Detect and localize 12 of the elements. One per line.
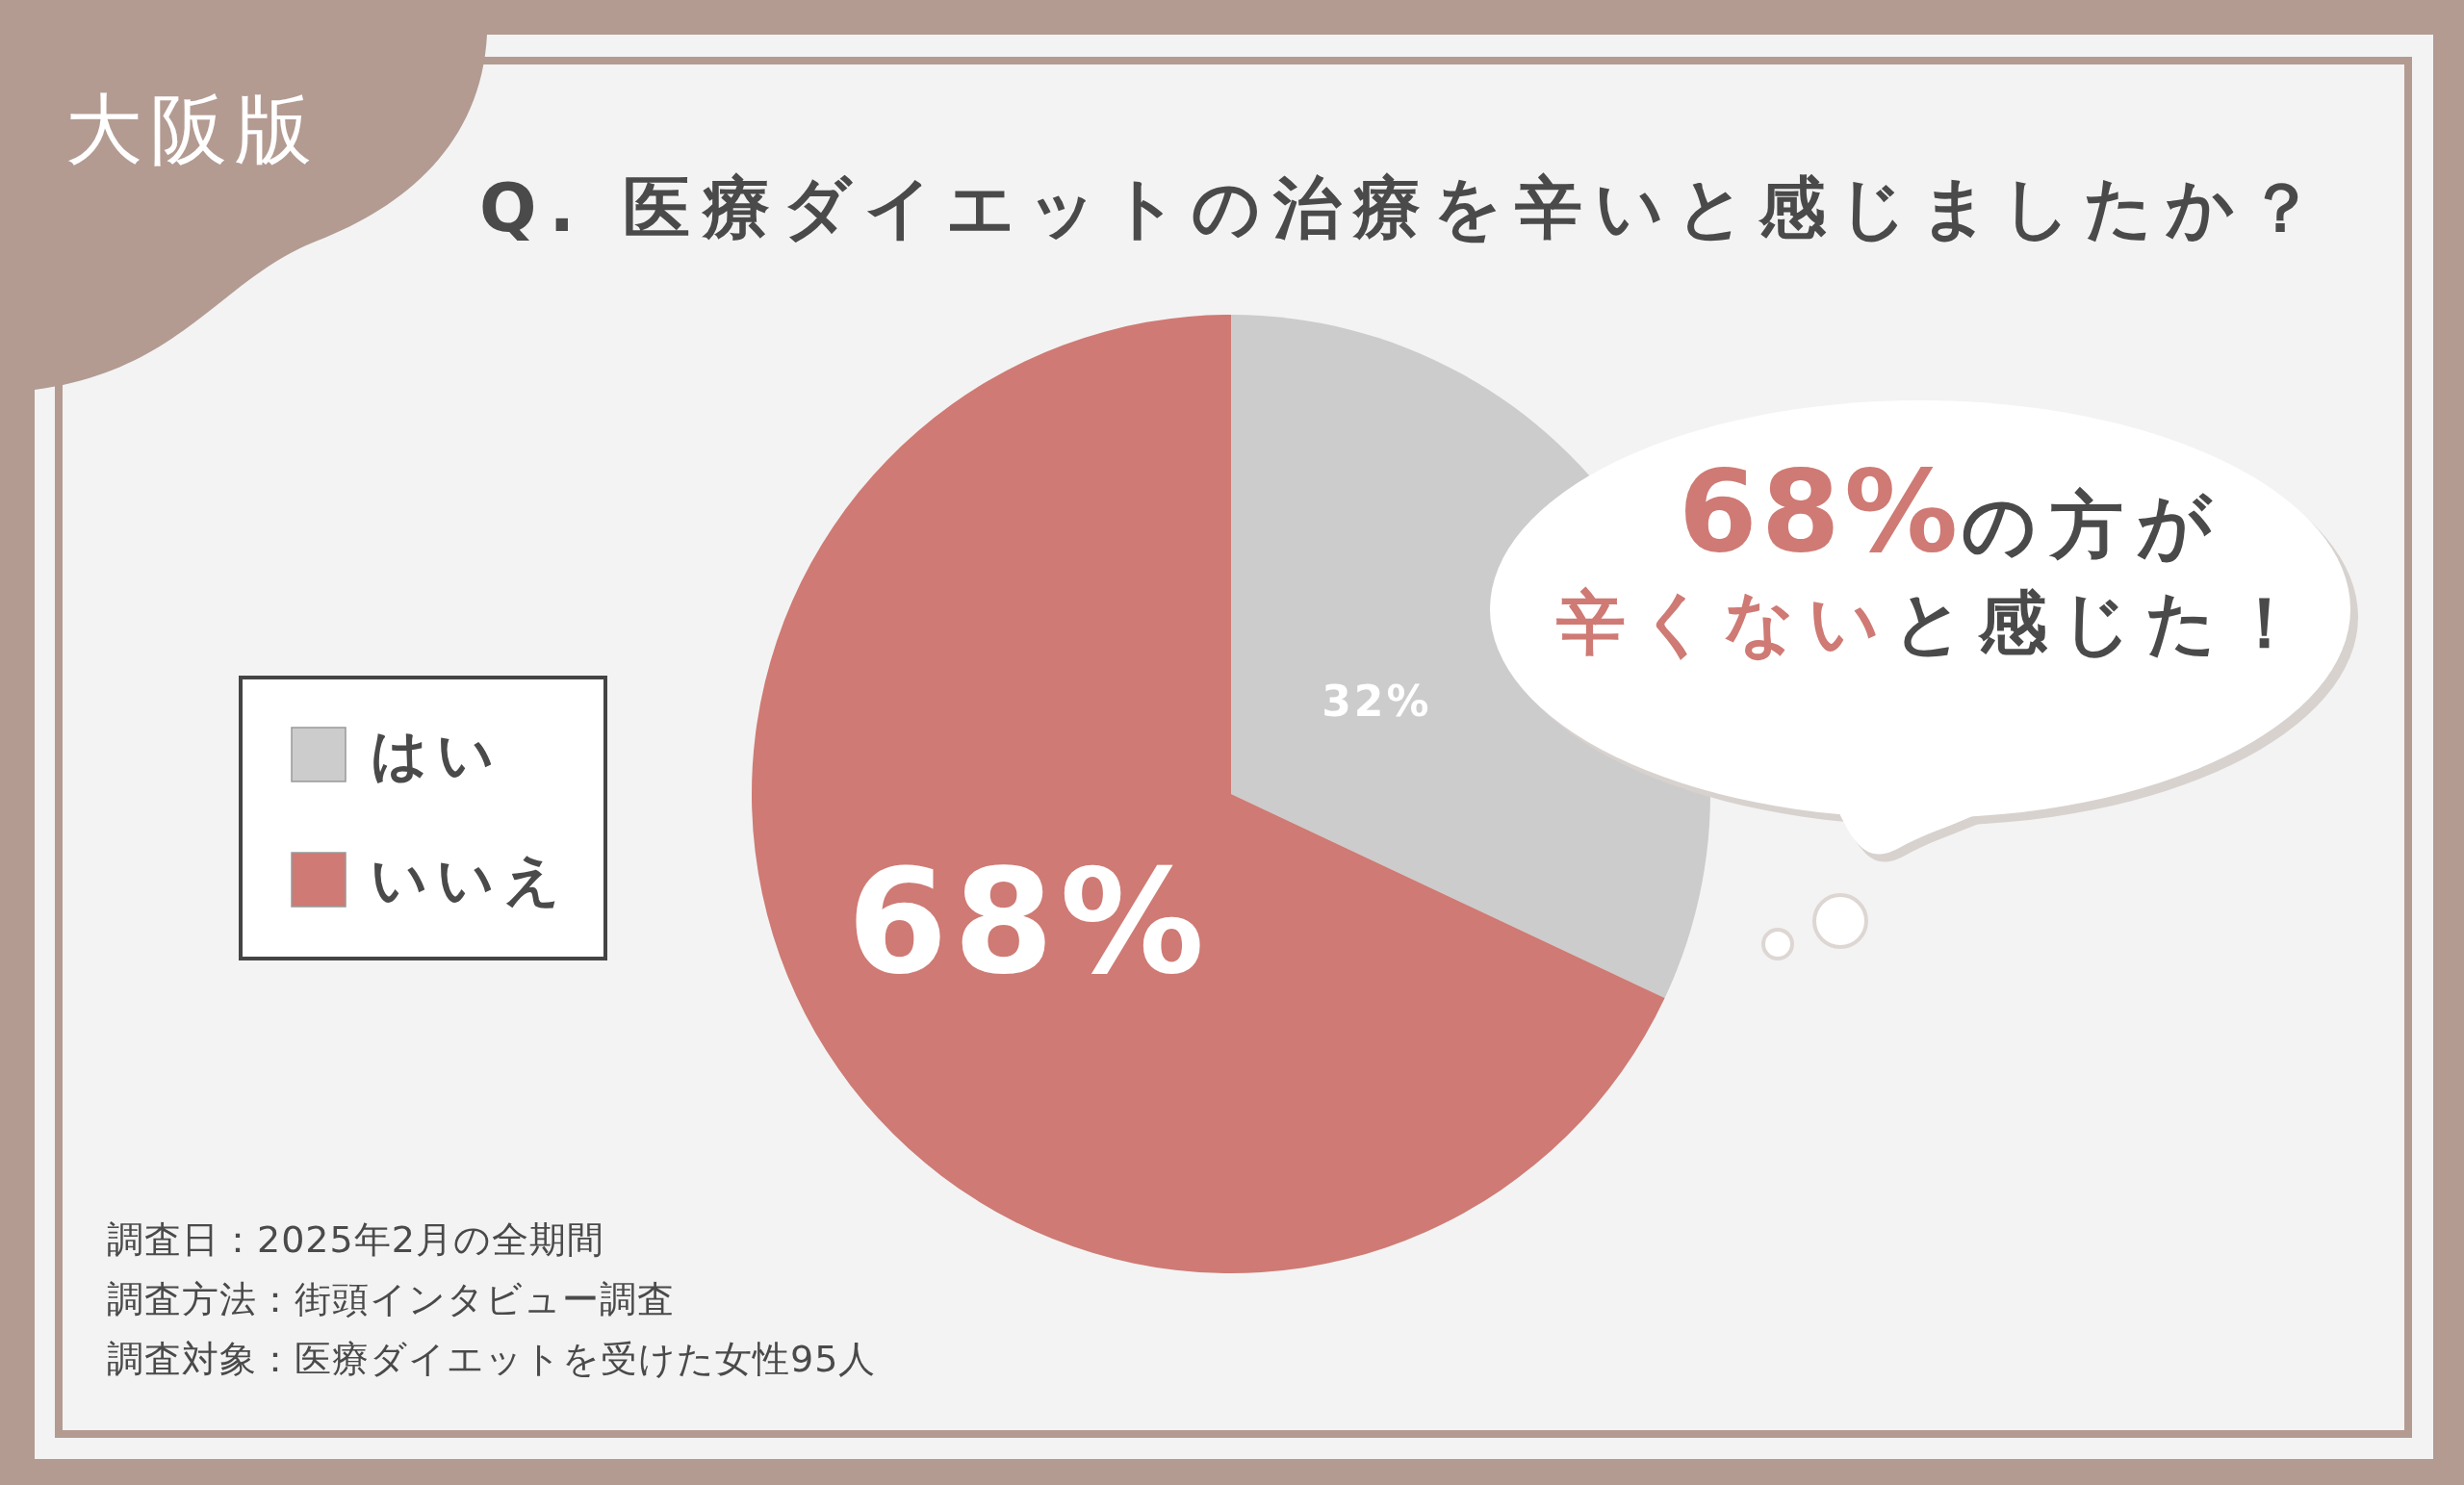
text: 調査対象：医療ダイエットを受けた女性95人	[107, 1338, 877, 1380]
text: と感じた！	[1893, 582, 2313, 663]
chart-title: Q. 医療ダイエットの治療を辛いと感じましたか？	[479, 168, 2328, 247]
legend-label: はい	[371, 722, 503, 787]
text: 辛くない	[1555, 582, 1893, 663]
legend-label: いいえ	[371, 847, 570, 912]
text: 調査日：2025年2月の全期間	[107, 1218, 604, 1261]
text: の方が	[1962, 482, 2226, 568]
text: 68%	[1678, 445, 1963, 577]
data-label: 68%	[847, 838, 1211, 1007]
text: 大阪版	[65, 85, 320, 174]
text: 調査方法：街頭インタビュー調査	[107, 1278, 675, 1320]
